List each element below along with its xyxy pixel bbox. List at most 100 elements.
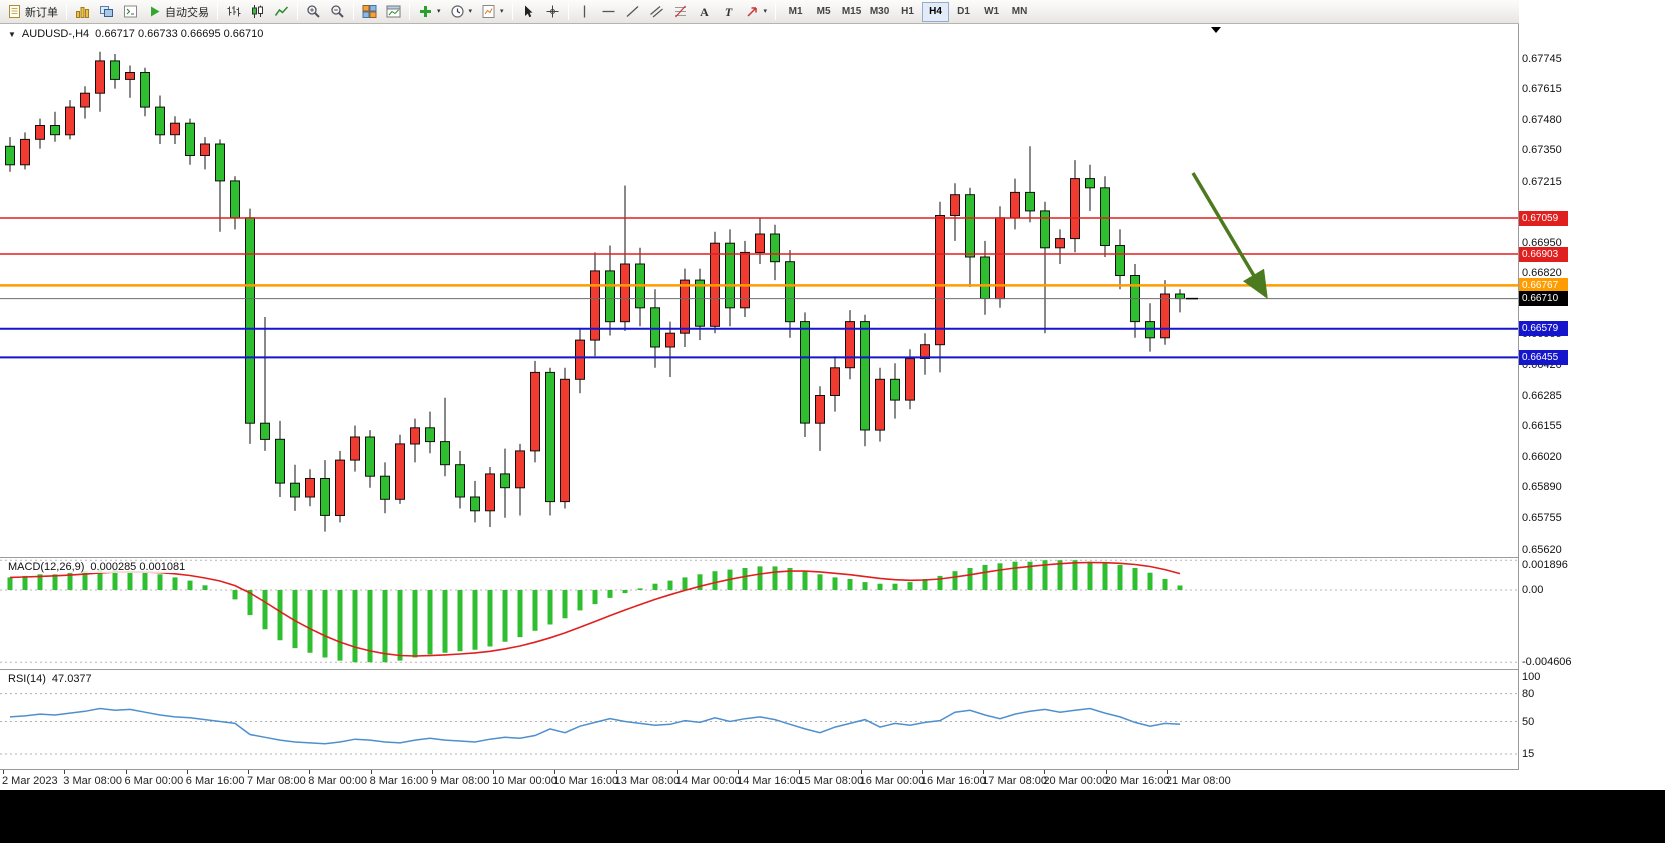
cursor-button[interactable] [517, 1, 540, 22]
profiles-button[interactable] [95, 1, 118, 22]
time-axis-label: 16 Mar 00:00 [859, 775, 925, 787]
time-axis-label: 6 Mar 16:00 [185, 775, 245, 787]
metaeditor-button[interactable] [119, 1, 142, 22]
tile-windows-button[interactable] [358, 1, 381, 22]
profiles-icon [100, 6, 113, 17]
fibonacci-tool-button[interactable] [669, 1, 692, 22]
metaeditor-icon [124, 5, 137, 18]
toolbar: 新订单 自动交易 [0, 0, 1665, 24]
timeframe-button-m5[interactable]: M5 [810, 2, 837, 22]
time-axis-label: 10 Mar 00:00 [492, 775, 557, 787]
trendline-icon [626, 6, 638, 17]
time-axis-tick [615, 770, 617, 774]
price-axis[interactable]: 0.67745 0.67615 0.67480 0.67350 0.67215 0.669… [1519, 0, 1665, 843]
text-label-tool-button[interactable]: T [717, 1, 740, 22]
macd-axis-label: 0.00 [1522, 584, 1544, 596]
time-axis-label: 14 Mar 00:00 [675, 775, 741, 787]
crosshair-button[interactable] [541, 1, 564, 22]
line-chart-button[interactable] [270, 1, 293, 22]
time-axis-label: 8 Mar 00:00 [308, 775, 367, 787]
time-axis-label: 6 Mar 00:00 [124, 775, 184, 787]
macd-label: MACD(12,26,9) 0.000285 0.001081 [8, 561, 186, 573]
time-axis-tick [921, 770, 923, 774]
time-axis-tick [799, 770, 801, 774]
timeframe-button-mn[interactable]: MN [1006, 2, 1033, 22]
rsi-axis-label: 15 [1522, 748, 1535, 760]
chevron-down-icon: ▾ [763, 8, 768, 15]
vertical-line-tool-button[interactable] [573, 1, 596, 22]
add-indicator-button[interactable]: ▾ [414, 1, 445, 22]
symbol-dropdown-icon[interactable]: ▼ [8, 29, 16, 39]
toolbar-separator [567, 3, 569, 20]
zoom-out-button[interactable] [326, 1, 349, 22]
indicators-window-button[interactable] [382, 1, 405, 22]
horizontal-line-tool-button[interactable] [597, 1, 620, 22]
templates-button[interactable]: ▾ [477, 1, 508, 22]
candles-layer [5, 51, 1185, 532]
time-axis-tick [1044, 770, 1046, 774]
bar-chart-button[interactable] [222, 1, 245, 22]
chart-shift-marker[interactable] [1211, 27, 1221, 33]
tile-windows-icon [362, 5, 377, 18]
timeframe-button-m15[interactable]: M15 [838, 2, 865, 22]
macd-axis-label: 0.001896 [1522, 559, 1568, 571]
macd-panel[interactable] [0, 558, 1518, 669]
macd-indicator-values: 0.000285 0.001081 [90, 561, 186, 573]
time-axis[interactable]: 2 Mar 2023 3 Mar 08:00 6 Mar 00:00 6 Mar 16… [0, 770, 1518, 790]
main-chart-plot[interactable] [0, 24, 1665, 557]
price-line-badge: 0.66455 [1519, 349, 1568, 365]
rsi-axis-label: 80 [1522, 687, 1535, 700]
chart-ohlc-readout: 0.66717 0.66733 0.66695 0.66710 [95, 28, 264, 40]
trendline-tool-button[interactable] [621, 1, 644, 22]
channel-tool-button[interactable] [645, 1, 668, 22]
rsi-axis-label: 100 [1522, 671, 1541, 683]
timeframe-button-h4[interactable]: H4 [922, 1, 950, 22]
panel-separator[interactable] [0, 669, 1665, 670]
chart-title: ▼ AUDUSD-,H4 0.66717 0.66733 0.66695 0.6… [8, 28, 263, 40]
arrow-tool-icon [747, 7, 757, 17]
text-label-icon: T [724, 5, 732, 19]
panel-separator[interactable] [0, 557, 1665, 558]
fibonacci-retracement-icon [674, 5, 686, 18]
rsi-indicator-value: 47.0377 [51, 673, 92, 685]
timeframe-button-w1[interactable]: W1 [978, 2, 1005, 22]
timeframe-button-m30[interactable]: M30 [866, 2, 893, 22]
price-axis-label: 0.65890 [1522, 481, 1562, 494]
price-axis-label: 0.65620 [1522, 543, 1562, 556]
hlines-layer [0, 217, 1518, 359]
time-axis-tick [3, 770, 4, 774]
new-order-button[interactable]: 新订单 [3, 1, 62, 22]
new-chart-button[interactable] [71, 1, 94, 22]
time-axis-tick [493, 770, 495, 774]
periods-button[interactable]: ▾ [446, 1, 477, 22]
time-axis-label: 7 Mar 08:00 [247, 775, 306, 787]
zoom-in-button[interactable] [302, 1, 325, 22]
down-arrow-annotation[interactable] [1191, 172, 1268, 300]
time-axis-label: 15 Mar 08:00 [798, 775, 864, 787]
timeframe-button-d1[interactable]: D1 [950, 2, 977, 22]
price-axis-label: 0.65755 [1522, 512, 1562, 525]
time-axis-tick [1166, 770, 1168, 774]
toolbar-separator [297, 3, 298, 20]
chart-symbol-period: AUDUSD-,H4 [21, 28, 90, 40]
cursor-icon [524, 5, 533, 18]
time-axis-label: 3 Mar 08:00 [63, 775, 122, 787]
arrows-tool-button[interactable]: ▾ [741, 1, 772, 22]
time-axis-tick [431, 770, 433, 774]
time-axis-label: 13 Mar 08:00 [614, 775, 680, 787]
chevron-down-icon: ▾ [468, 8, 473, 15]
horizontal-line-icon [602, 10, 615, 13]
candlestick-chart-button[interactable] [246, 1, 269, 22]
time-axis-tick [186, 770, 188, 774]
text-tool-button[interactable]: A [693, 1, 716, 22]
time-axis-label: 20 Mar 00:00 [1043, 775, 1109, 787]
text-tool-icon: A [700, 5, 709, 19]
time-axis-label: 8 Mar 16:00 [369, 775, 429, 787]
rsi-label: RSI(14) 47.0377 [8, 673, 92, 685]
timeframe-button-h1[interactable]: H1 [894, 2, 921, 22]
candlestick-icon [252, 5, 263, 18]
new-order-icon [9, 5, 20, 18]
rsi-panel[interactable] [0, 670, 1518, 769]
autotrading-button[interactable]: 自动交易 [143, 1, 213, 22]
timeframe-button-m1[interactable]: M1 [782, 2, 809, 22]
